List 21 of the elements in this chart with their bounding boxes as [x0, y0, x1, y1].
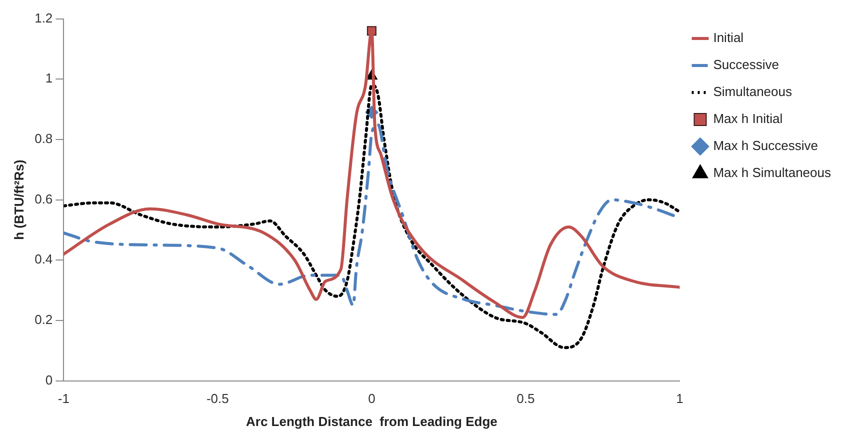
x-axis-title: Arc Length Distance from Leading Edge	[246, 414, 498, 429]
legend-label: Max h Simultaneous	[713, 165, 832, 180]
legend-label: Initial	[713, 30, 744, 46]
y-axis-title: h (BTU/ft²Rs)	[11, 160, 26, 240]
line-series	[64, 84, 680, 350]
y-tick-label: 0.8	[34, 131, 53, 146]
y-tick-label: 1.2	[34, 10, 53, 26]
y-tick-label: 0.4	[34, 252, 53, 267]
legend-label: Max h Initial	[713, 111, 783, 126]
y-tick-label: 0	[45, 372, 53, 388]
x-tick-label: 0	[368, 391, 376, 406]
y-tick-label: 0.6	[34, 191, 53, 206]
x-tick-label: -1	[58, 391, 70, 406]
legend-label: Max h Successive	[713, 138, 818, 154]
x-tick-label: -0.5	[206, 391, 229, 406]
legend-label: Simultaneous	[713, 84, 792, 100]
x-tick-label: 1	[676, 391, 684, 406]
legend-label: Successive	[713, 57, 779, 72]
y-tick-label: 0.2	[34, 312, 53, 328]
y-tick-label: 1	[45, 70, 53, 86]
x-tick-label: 0.5	[516, 391, 535, 406]
